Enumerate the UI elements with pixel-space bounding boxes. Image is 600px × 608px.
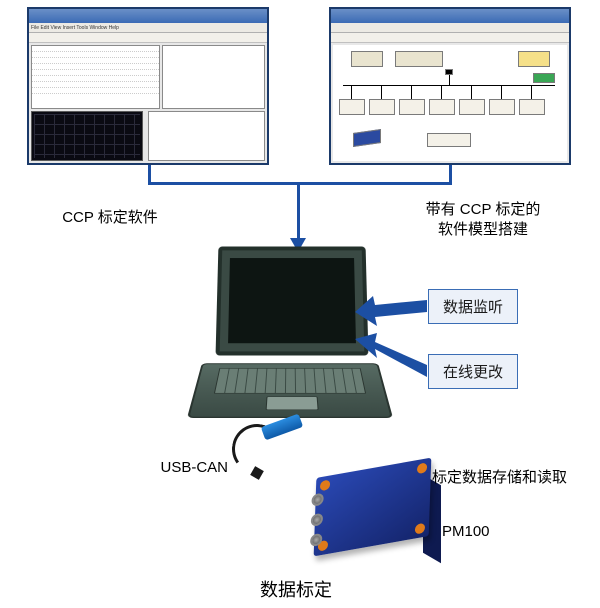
diagram-block: [399, 99, 425, 115]
right-software-label-line1: 带有 CCP 标定的: [426, 201, 541, 218]
window-menubar: File Edit View Insert Tools Window Help: [29, 23, 267, 33]
properties-panel: [162, 45, 265, 109]
diagram-block: [459, 99, 485, 115]
window-menubar: [331, 23, 569, 33]
pm100-connector: [311, 513, 323, 527]
diagram-scope: [533, 73, 555, 83]
right-software-label-line2: 软件模型搭建: [438, 221, 528, 238]
data-monitor-box: 数据监听: [428, 289, 518, 324]
diagram-block: [339, 99, 365, 115]
diagram-block: [369, 99, 395, 115]
arrow-modify: [355, 333, 430, 383]
diagram-block: [489, 99, 515, 115]
diagram-node: [445, 69, 453, 75]
tree-panel: [31, 45, 160, 109]
usb-dongle: [261, 414, 303, 441]
block-diagram-canvas: [333, 45, 567, 161]
plot-panel: [31, 111, 143, 161]
connector-line: [148, 182, 452, 185]
window-titlebar: [29, 9, 267, 23]
connector-line: [297, 182, 300, 240]
window-toolbar: [29, 33, 267, 43]
laptop-screen: [216, 247, 369, 356]
diagram-block: [427, 133, 471, 147]
left-software-screenshot: File Edit View Insert Tools Window Help: [27, 7, 269, 165]
diagram-drop: [411, 85, 412, 99]
diagram-drop: [441, 85, 442, 99]
diagram-block: [395, 51, 443, 67]
window-toolbar: [331, 33, 569, 43]
laptop-touchpad: [266, 396, 319, 410]
cal-data-label: 标定数据存储和读取: [432, 468, 592, 488]
diagram-hardware: [353, 129, 381, 147]
diagram-block: [351, 51, 383, 67]
pm100-label: PM100: [442, 522, 512, 542]
window-body: [31, 45, 265, 161]
diagram-block: [429, 99, 455, 115]
usb-can-label: USB-CAN: [148, 458, 228, 478]
diagram-drop: [351, 85, 352, 99]
diagram-drop: [381, 85, 382, 99]
arrow-monitor: [355, 290, 430, 330]
right-software-screenshot: [329, 7, 571, 165]
online-modify-box: 在线更改: [428, 354, 518, 389]
diagram-title: 数据标定: [260, 576, 332, 602]
diagram-block: [518, 51, 550, 67]
pm100-body: [314, 458, 432, 557]
diagram-drop: [501, 85, 502, 99]
left-software-label: CCP 标定软件: [40, 208, 180, 228]
window-titlebar: [331, 9, 569, 23]
diagram-drop: [531, 85, 532, 99]
usb-can-device: [232, 418, 312, 488]
right-software-label: 带有 CCP 标定的 软件模型搭建: [398, 200, 568, 239]
diagram-block: [519, 99, 545, 115]
laptop-keyboard: [214, 368, 366, 393]
diagram-drop: [471, 85, 472, 99]
list-panel: [148, 111, 265, 161]
diagram-bus: [343, 85, 555, 86]
pm100-connector: [311, 493, 323, 507]
window-body: [333, 45, 567, 161]
